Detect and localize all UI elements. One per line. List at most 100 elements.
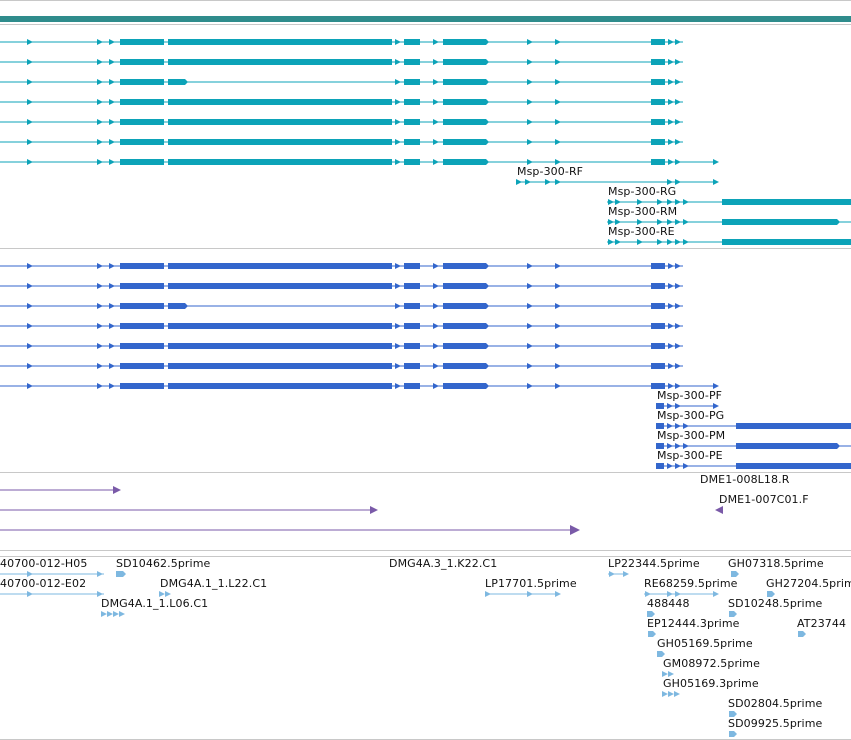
est-label[interactable]: GH07318.5prime (728, 557, 824, 570)
strand-arrow (527, 39, 533, 45)
est-label[interactable]: GH05169.5prime (657, 637, 753, 650)
strand-arrow (97, 99, 103, 105)
exon-block (168, 159, 392, 165)
exon-block (168, 119, 392, 125)
est-label[interactable]: SD02804.5prime (728, 697, 823, 710)
strand-arrow (527, 283, 533, 289)
est-label[interactable]: SD09925.5prime (728, 717, 823, 730)
est-label[interactable]: RE68259.5prime (644, 577, 738, 590)
est-label[interactable]: DMG4A.3_1.K22.C1 (389, 557, 498, 570)
exon-block (404, 323, 420, 329)
strand-arrow (527, 59, 533, 65)
transcript-label-rg[interactable]: Msp-300-RG (608, 185, 677, 198)
exon-block (731, 571, 739, 577)
strand-arrow (667, 423, 673, 429)
protein-label-pf[interactable]: Msp-300-PF (657, 389, 723, 402)
exon-block (120, 363, 164, 369)
strand-arrow (555, 303, 561, 309)
strand-arrow (657, 199, 663, 205)
strand-arrow (395, 59, 401, 65)
transcript-label-rf[interactable]: Msp-300-RF (517, 165, 584, 178)
exon-block (168, 39, 392, 45)
exon-block (404, 283, 420, 289)
est-label[interactable]: EP12444.3prime (647, 617, 740, 630)
strand-arrow (683, 199, 689, 205)
strand-arrow (668, 79, 674, 85)
strand-arrow (675, 119, 681, 125)
strand-arrow (667, 443, 673, 449)
strand-arrow (109, 303, 115, 309)
strand-arrow (97, 159, 103, 165)
protein-label-pm[interactable]: Msp-300-PM (657, 429, 726, 442)
strand-arrow (527, 363, 533, 369)
est-label[interactable]: DMG4A.1_1.L22.C1 (160, 577, 268, 590)
est-label[interactable]: SD10462.5prime (116, 557, 211, 570)
strand-arrow (165, 591, 171, 597)
strand-arrow (668, 59, 674, 65)
est-label[interactable]: 488448 (647, 597, 690, 610)
est-label[interactable]: GH27204.5prime (766, 577, 851, 590)
strand-arrow (675, 39, 681, 45)
strand-arrow (668, 99, 674, 105)
clone-label-008l18[interactable]: DME1-008L18.R (700, 473, 790, 486)
est-label[interactable]: SD10248.5prime (728, 597, 823, 610)
est-label[interactable]: GM08972.5prime (663, 657, 760, 670)
strand-arrow (675, 303, 681, 309)
exon-block (651, 303, 665, 309)
strand-arrow (675, 591, 681, 597)
strand-arrow (433, 263, 439, 269)
protein-label-pe[interactable]: Msp-300-PE (657, 449, 723, 462)
strand-arrow (675, 239, 681, 245)
strand-arrow (555, 79, 561, 85)
est-label[interactable]: 40700-012-E02 (0, 577, 87, 590)
est-label[interactable]: AT23744 (797, 617, 847, 630)
strand-arrow (527, 119, 533, 125)
est-label[interactable]: LP22344.5prime (608, 557, 700, 570)
strand-arrow (97, 263, 103, 269)
strand-arrow (113, 611, 119, 617)
exon-block (656, 443, 664, 449)
strand-arrow (713, 383, 719, 389)
transcript-label-rm[interactable]: Msp-300-RM (608, 205, 678, 218)
est-label[interactable]: GH05169.3prime (663, 677, 759, 690)
strand-arrow (555, 99, 561, 105)
exon-block (651, 139, 665, 145)
clone-label-007c01[interactable]: DME1-007C01.F (719, 493, 809, 506)
exon-block (404, 39, 420, 45)
protein-label-pg[interactable]: Msp-300-PG (657, 409, 725, 422)
strand-arrow (97, 59, 103, 65)
strand-arrow (555, 159, 561, 165)
exon-block (656, 403, 664, 409)
strand-arrow (97, 119, 103, 125)
strand-arrow (97, 343, 103, 349)
est-label[interactable]: DMG4A.1_1.L06.C1 (101, 597, 209, 610)
exon-block (116, 571, 126, 577)
strand-arrow (527, 79, 533, 85)
exon-block (120, 303, 164, 309)
exon-block (120, 59, 164, 65)
strand-arrow (109, 263, 115, 269)
strand-arrow (615, 239, 621, 245)
exon-block (443, 59, 489, 65)
strand-arrow (675, 179, 681, 185)
exon-block (404, 363, 420, 369)
strand-arrow (395, 79, 401, 85)
transcript-label-re[interactable]: Msp-300-RE (608, 225, 675, 238)
exon-block (651, 79, 665, 85)
strand-arrow (395, 303, 401, 309)
exon-block (120, 343, 164, 349)
est-label[interactable]: 40700-012-H05 (0, 557, 88, 570)
exon-block (722, 239, 851, 245)
exon-block (651, 59, 665, 65)
exon-block (120, 283, 164, 289)
strand-arrow (667, 199, 673, 205)
exon-block (168, 303, 188, 309)
exon-block (443, 263, 489, 269)
strand-arrow (433, 119, 439, 125)
est-label[interactable]: LP17701.5prime (485, 577, 577, 590)
strand-arrow (715, 506, 723, 514)
strand-arrow (608, 239, 614, 245)
strand-arrow (555, 179, 561, 185)
